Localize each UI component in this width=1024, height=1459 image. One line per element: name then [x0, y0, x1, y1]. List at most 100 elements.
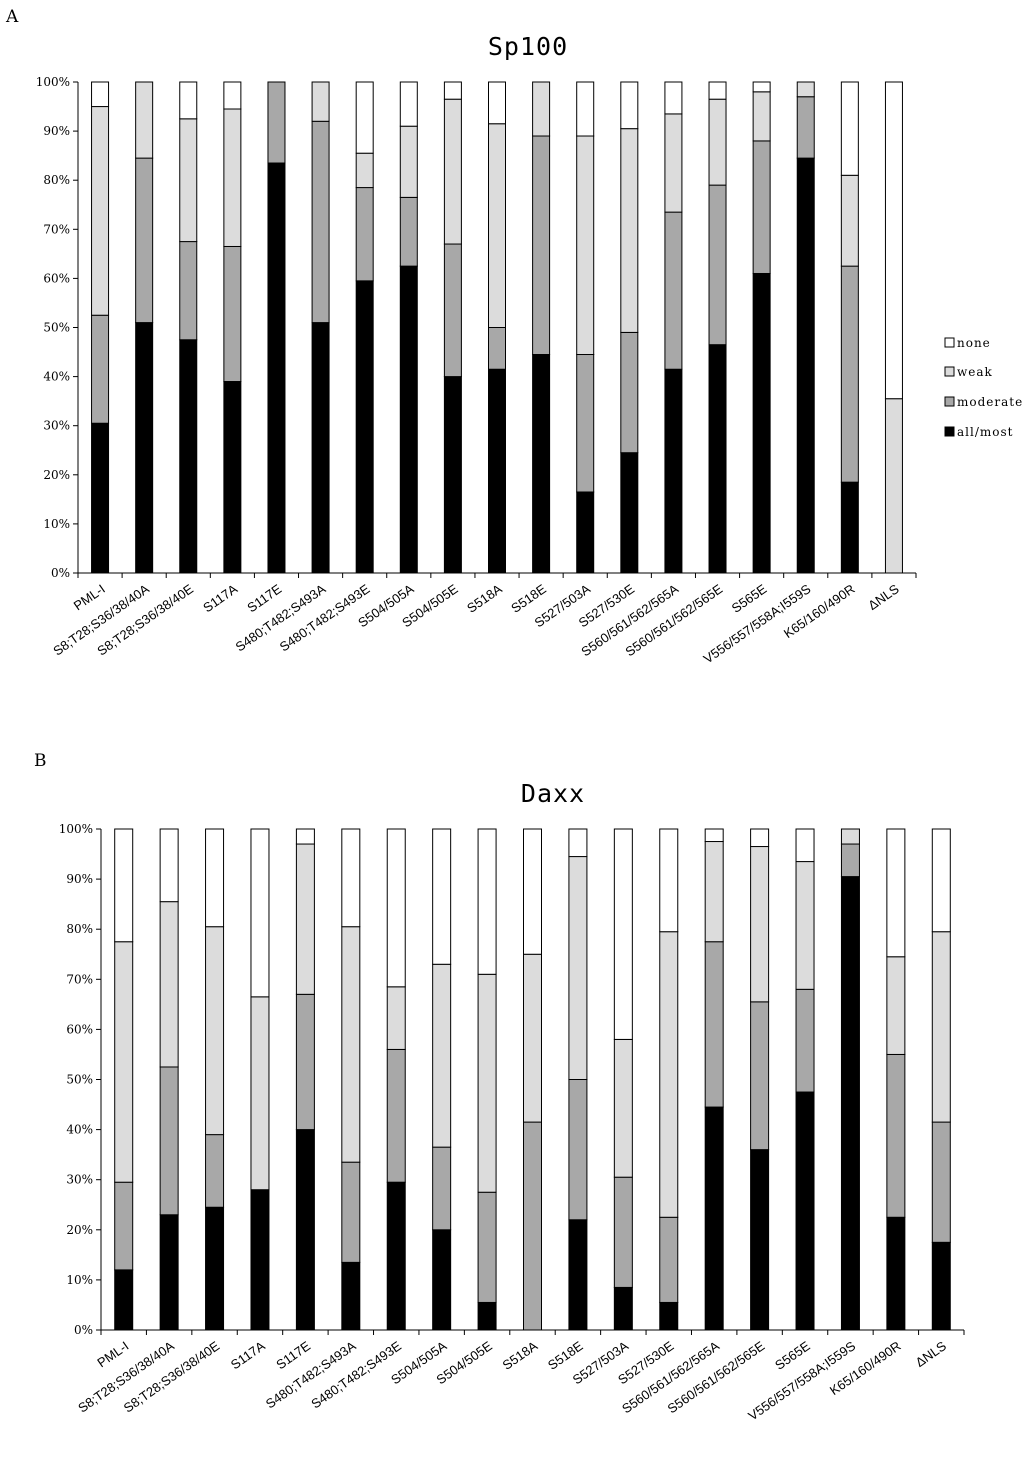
chart-b-bar-all-most-s480-t482-s493e: [386, 1181, 406, 1331]
chart-b-bar-weak-k65-160-490r: [886, 956, 906, 1055]
chart-b-bar-moderate-s518e: [568, 1079, 588, 1221]
chart-b-bar-weak-s560-561-562-565a: [704, 841, 724, 943]
chart-a-bar-none-s565e: [752, 81, 771, 93]
chart-b-ytick-label: 50%: [66, 1073, 93, 1087]
chart-b-bar-weak-s480-t482-s493a: [341, 926, 361, 1163]
chart-b-bar-all-most-s527-503a: [613, 1286, 633, 1331]
chart-b-bar-all-most-nls: [931, 1241, 951, 1331]
chart-b-bar-weak-s527-503a: [613, 1038, 633, 1178]
chart-a-bar-weak-s560-561-562-565e: [708, 98, 727, 186]
chart-a-xtick-label: ΔNLS: [865, 581, 902, 613]
legend-label-moderate: moderate: [957, 395, 1023, 409]
chart-a-ytick-label: 100%: [36, 75, 70, 89]
chart-a-ytick-label: 80%: [43, 173, 70, 187]
chart-b-bar-none-s504-505a: [432, 828, 452, 965]
chart-a-bar-weak-s504-505e: [443, 98, 462, 245]
chart-b-bar-moderate-s527-503a: [613, 1176, 633, 1288]
chart-b-bar-weak-pml-i: [114, 941, 134, 1183]
chart-a-bar-all-most-s504-505a: [399, 265, 418, 574]
chart-a-bar-all-most-s480-t482-s493e: [355, 280, 374, 574]
chart-a-bar-weak-s117a: [223, 108, 242, 247]
chart-a-bar-moderate-s527-503a: [576, 354, 595, 493]
chart-b-ytick-label: 40%: [66, 1123, 93, 1137]
chart-b-bar-weak-s560-561-562-565e: [750, 846, 770, 1003]
chart-b-bar-all-most-s117e: [295, 1129, 315, 1331]
chart-b-bar-weak-s504-505a: [432, 963, 452, 1148]
chart-b-ytick-label: 10%: [66, 1273, 93, 1287]
chart-b-bar-weak-nls: [931, 931, 951, 1123]
chart-a-ytick-label: 70%: [43, 222, 70, 236]
chart-a-bar-weak-v556-557-558a-i559s: [796, 81, 815, 98]
chart-b-bar-moderate-s117e: [295, 993, 315, 1131]
chart-b-bar-moderate-pml-i: [114, 1181, 134, 1271]
legend-swatch-all-most: [944, 426, 955, 437]
chart-a-ytick-label: 30%: [43, 419, 70, 433]
chart-a-bar-weak-s8-t28-s36-38-40a: [135, 81, 154, 159]
chart-b-ytick-label: 70%: [66, 972, 93, 986]
chart-b-bar-moderate-nls: [931, 1121, 951, 1243]
chart-b-ytick-label: 60%: [66, 1022, 93, 1036]
chart-b-bar-weak-s117e: [295, 843, 315, 995]
chart-a-bar-moderate-s518e: [532, 135, 551, 356]
chart-b-bar-moderate-s560-561-562-565a: [704, 941, 724, 1108]
chart-b-bar-none-s560-561-562-565a: [704, 828, 724, 843]
chart-a-bar-none-k65-160-490r: [840, 81, 859, 176]
chart-a-bar-all-most-s518e: [532, 354, 551, 574]
chart-a-bar-moderate-v556-557-558a-i559s: [796, 96, 815, 159]
chart-a-xtick-label: S518A: [464, 581, 505, 616]
chart-a-bar-all-most-s527-530e: [620, 452, 639, 574]
legend-label-none: none: [957, 336, 991, 350]
chart-a-bar-none-s527-503a: [576, 81, 595, 137]
chart-a-bar-none-s518a: [488, 81, 506, 125]
chart-a-bar-weak-s560-561-562-565a: [664, 113, 683, 213]
chart-a-bar-moderate-s480-t482-s493e: [355, 187, 374, 282]
chart-b-bar-moderate-v556-557-558a-i559s: [840, 843, 860, 878]
chart-b-ytick-label: 100%: [59, 822, 93, 836]
chart-b-xtick-label: S518A: [500, 1338, 541, 1373]
chart-b-ytick-label: 80%: [66, 922, 93, 936]
chart-b-bar-none-s504-505e: [477, 828, 497, 975]
chart-b-bar-all-most-s518e: [568, 1219, 588, 1331]
legend-label-all-most: all/most: [957, 425, 1013, 439]
chart-b-bar-none-s527-503a: [613, 828, 633, 1040]
chart-b-bar-weak-v556-557-558a-i559s: [840, 828, 860, 845]
chart-a-bar-weak-s527-503a: [576, 135, 595, 356]
chart-a-bar-weak-s527-530e: [620, 128, 639, 333]
chart-a-bar-weak-s518e: [532, 81, 551, 137]
chart-a-bar-all-most-pml-i: [91, 422, 110, 574]
chart-a-bar-all-most-s560-561-562-565e: [708, 344, 727, 574]
chart-b-bar-none-s518a: [523, 828, 542, 955]
chart-a-ytick-label: 20%: [43, 468, 70, 482]
chart-a-legend: none weak moderate all/most: [944, 336, 1023, 439]
chart-a-xtick-label: S117A: [200, 581, 240, 615]
chart-a-bar-moderate-s504-505e: [443, 243, 462, 378]
chart-a-bar-weak-s8-t28-s36-38-40e: [179, 118, 198, 243]
chart-a-bar-all-most-s565e: [752, 272, 771, 574]
chart-a-bar-all-most-s480-t482-s493a: [311, 322, 330, 574]
chart-a-bar-all-most-s8-t28-s36-38-40a: [135, 322, 154, 574]
chart-b-bar-all-most-s560-561-562-565e: [750, 1149, 770, 1331]
chart-a-bar-all-most-s8-t28-s36-38-40e: [179, 339, 198, 574]
chart-b-bar-weak-s518e: [568, 856, 588, 1080]
chart-b-bar-all-most-s504-505e: [477, 1301, 497, 1331]
chart-b-title: Daxx: [521, 779, 585, 808]
chart-b-bar-weak-s504-505e: [477, 973, 497, 1193]
chart-a-bar-all-most-k65-160-490r: [840, 481, 859, 574]
chart-a-ytick-label: 40%: [43, 370, 70, 384]
chart-a-ytick-label: 50%: [43, 321, 70, 335]
chart-a-bar-none-nls: [884, 81, 903, 400]
chart-a-bar-all-most-s560-561-562-565a: [664, 368, 683, 574]
chart-a-bar-weak-s518a: [488, 123, 506, 328]
chart-b-bar-all-most-pml-i: [114, 1269, 134, 1331]
chart-a-bar-weak-s480-t482-s493e: [355, 152, 374, 189]
chart-a-bar-none-s480-t482-s493e: [355, 81, 374, 154]
chart-a-bar-weak-nls: [884, 398, 903, 574]
chart-a-bar-weak-pml-i: [91, 106, 110, 316]
chart-a-bar-moderate-s504-505a: [399, 196, 418, 267]
chart-b-xtick-label: PML-I: [94, 1338, 131, 1370]
chart-b-bar-none-s8-t28-s36-38-40a: [159, 828, 179, 903]
chart-b-bar-all-most-k65-160-490r: [886, 1216, 906, 1331]
chart-a-bar-none-s527-530e: [620, 81, 639, 130]
chart-b-bar-moderate-s480-t482-s493e: [386, 1048, 406, 1183]
legend-label-weak: weak: [957, 365, 993, 379]
